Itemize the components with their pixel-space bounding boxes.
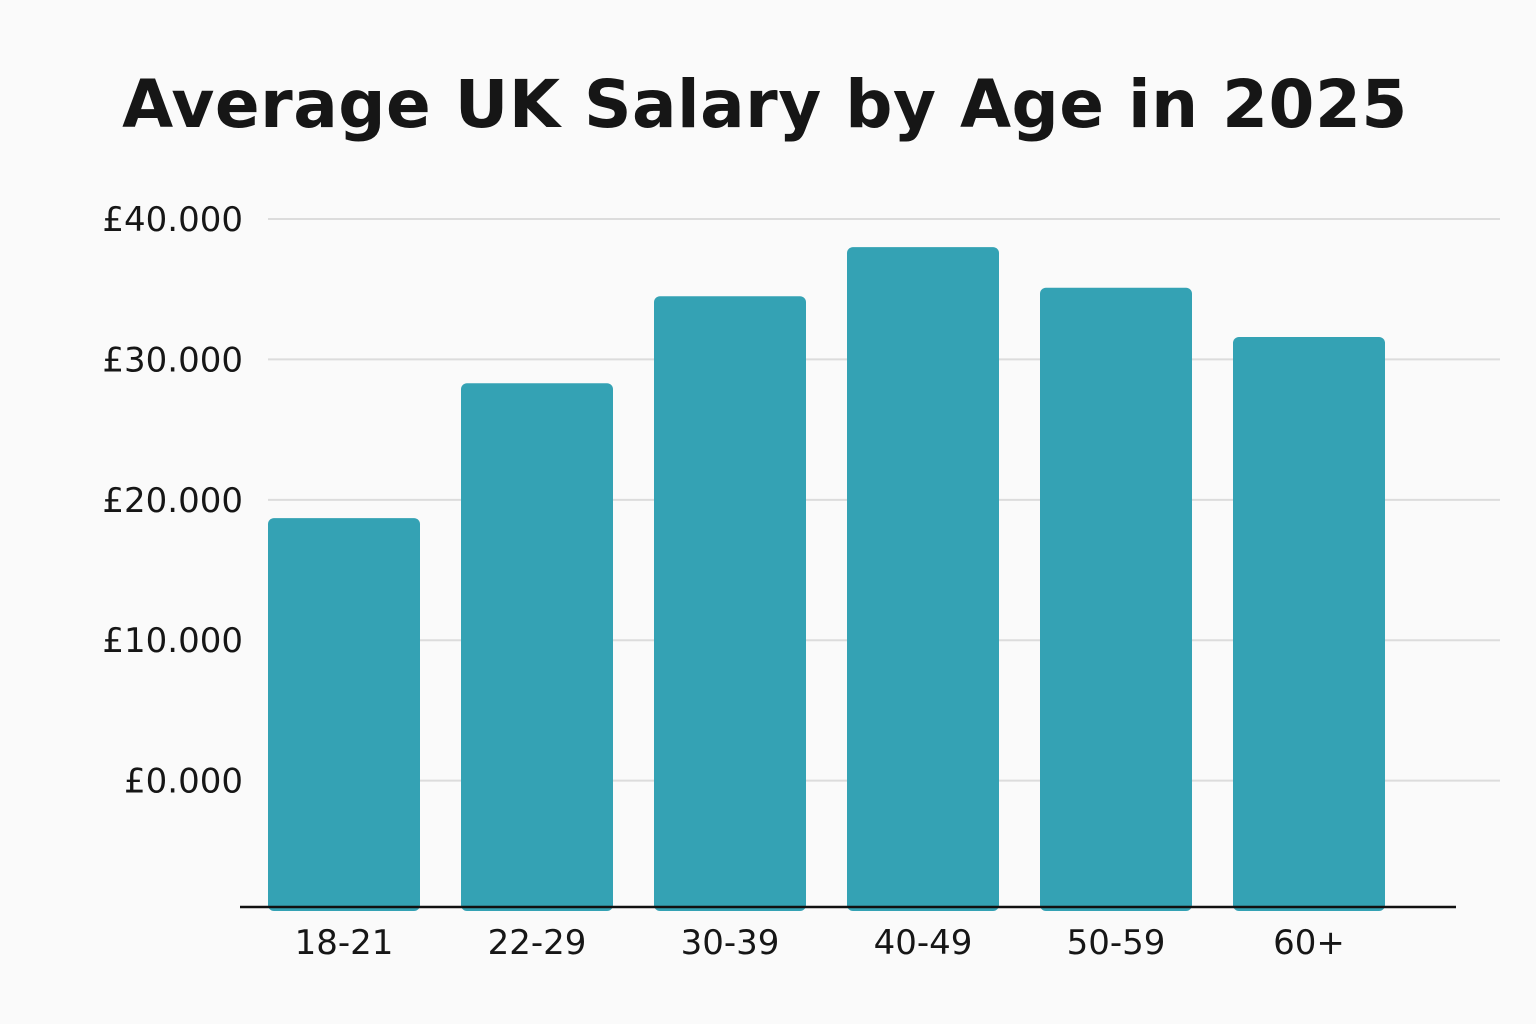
y-tick-label: £20.000 <box>102 481 243 521</box>
bar-60plus <box>1233 336 1385 911</box>
bar-40-49 <box>847 247 999 911</box>
x-tick-label: 18-21 <box>295 923 394 963</box>
y-tick-label: £0.000 <box>124 762 243 802</box>
x-tick-label: 30-39 <box>681 923 780 963</box>
x-tick-label: 60+ <box>1273 923 1345 963</box>
bar-22-29 <box>461 383 613 911</box>
bar-50-59 <box>1040 287 1192 911</box>
x-axis-ticks: 18-21 22-29 30-39 40-49 50-59 60+ <box>295 923 1345 963</box>
y-tick-label: £40.000 <box>102 200 243 240</box>
x-tick-label: 40-49 <box>874 923 973 963</box>
x-tick-label: 22-29 <box>488 923 587 963</box>
y-axis-ticks: £0.000 £10.000 £20.000 £30.000 £40.000 <box>102 200 243 802</box>
y-tick-label: £10.000 <box>102 621 243 661</box>
bar-18-21 <box>268 518 420 911</box>
bar-30-39 <box>654 296 806 911</box>
chart-title: Average UK Salary by Age in 2025 <box>122 66 1408 143</box>
x-tick-label: 50-59 <box>1067 923 1166 963</box>
y-tick-label: £30.000 <box>102 340 243 380</box>
bars <box>268 247 1385 911</box>
